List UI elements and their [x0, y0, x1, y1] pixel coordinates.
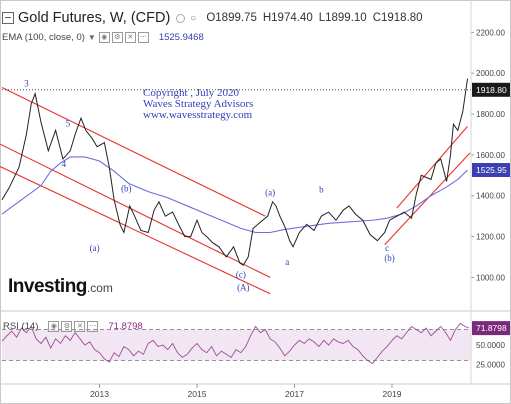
rsi-tick-label: 25.0000 [476, 360, 505, 369]
price-axis-layer: 1000.00 1200.00 1400.00 1600.00 1800.00 2000.… [471, 28, 505, 282]
visibility-icon[interactable]: ◉ [98, 31, 110, 43]
y-tick-label: 1000.00 [476, 273, 505, 282]
rsi-tick-label: 50.0000 [476, 341, 505, 350]
wave-label: 5 [66, 118, 71, 128]
last-price-badge [472, 82, 510, 97]
wave-label: (b) [121, 184, 132, 194]
rsi-badge-label: 71.8798 [476, 323, 507, 333]
y-tick-label: 1600.00 [476, 151, 505, 160]
copyright-watermark: Copyright , July 2020 Waves Strategy Adv… [143, 88, 253, 121]
y-tick-label: 1800.00 [476, 110, 505, 119]
wave-label: c [385, 243, 389, 253]
ema-layer [1, 156, 468, 234]
close-value: C1918.80 [372, 12, 423, 24]
company-line: Waves Strategy Advisors [143, 98, 254, 110]
wave-label: (b) [384, 253, 395, 263]
channel-line-upper [1, 87, 266, 217]
chevron-down-icon[interactable]: ▼ [87, 32, 96, 42]
x-tick-label: 2013 [90, 389, 109, 399]
wave-label: a [285, 257, 289, 267]
rsi-legend: RSI (14) ◉ ⚙ ✕ ⋯ 71.8798 [3, 320, 143, 333]
wave-label: 4 [62, 159, 67, 169]
last-price-badge-label: 1918.80 [476, 85, 507, 95]
settings-icon[interactable]: ⚙ [61, 321, 73, 332]
investing-logo: Investing.com [8, 276, 113, 298]
wave-label: b [319, 185, 324, 195]
wave-label: (A) [237, 283, 250, 293]
price-line [1, 78, 469, 266]
y-tick-label: 1200.00 [476, 233, 505, 242]
rsi-value: 71.8798 [108, 321, 143, 332]
rsi-line [1, 322, 470, 365]
low-value: L1899.10 [318, 12, 367, 24]
more-icon[interactable]: ⋯ [137, 31, 149, 43]
x-tick-label: 2017 [285, 389, 304, 399]
settings-icon[interactable]: ⚙ [111, 31, 123, 43]
website-line: www.wavesstrategy.com [143, 109, 253, 121]
ema-badge [472, 163, 510, 178]
channel-line-lower [0, 165, 271, 295]
wave-labels-layer: 354(a)(b)(c)(A)(a)abc(b) [24, 78, 395, 292]
close-icon[interactable]: ✕ [74, 321, 86, 332]
channel-line-rising-upper [396, 125, 468, 209]
wave-label: (c) [236, 269, 246, 279]
x-tick-label: 2019 [383, 389, 402, 399]
wave-label: 3 [24, 78, 29, 88]
copyright-line: Copyright , July 2020 [143, 87, 239, 99]
y-tick-label: 2200.00 [476, 28, 505, 37]
channel-line-middle [0, 143, 271, 278]
open-value: O1899.75 [206, 12, 257, 24]
y-tick-label: 2000.00 [476, 69, 505, 78]
ema-label: EMA (100, close, 0) [2, 31, 85, 43]
x-tick-label: 2015 [188, 389, 207, 399]
rsi-band [2, 329, 471, 361]
y-tick-label: 1400.00 [476, 192, 505, 201]
more-icon[interactable]: ⋯ [87, 321, 99, 332]
price-badges-layer: 1918.80 1525.95 71.8798 [472, 82, 510, 336]
symbol-title: Gold Futures, W, (CFD) [18, 10, 171, 26]
price-layer [1, 78, 471, 266]
wave-label: (a) [90, 243, 100, 253]
logo-main: Investing [8, 276, 87, 297]
chart-header: Gold Futures, W, (CFD) ○ O1899.75 H1974.4… [2, 8, 429, 28]
collapse-icon[interactable] [2, 12, 14, 24]
ema-line [1, 156, 468, 234]
settings-icon[interactable]: ○ [190, 12, 197, 24]
wave-label: (a) [265, 188, 275, 198]
high-value: H1974.40 [262, 12, 313, 24]
close-icon[interactable]: ✕ [124, 31, 136, 43]
ema-value: 1525.9468 [158, 31, 204, 43]
logo-suffix: .com [86, 281, 113, 295]
ema-badge-label: 1525.95 [476, 165, 507, 175]
rsi-badge [472, 321, 510, 336]
status-dot-icon [176, 13, 186, 23]
visibility-icon[interactable]: ◉ [48, 321, 60, 332]
ohlc-values: O1899.75 H1974.40 L1899.10 C1918.80 [206, 12, 428, 24]
ema-legend: EMA (100, close, 0) ▼ ◉ ⚙ ✕ ⋯ 1525.9468 [2, 30, 204, 44]
rsi-label: RSI (14) [3, 321, 39, 332]
rsi-layer: 25.0000 50.0000 [1, 322, 505, 369]
